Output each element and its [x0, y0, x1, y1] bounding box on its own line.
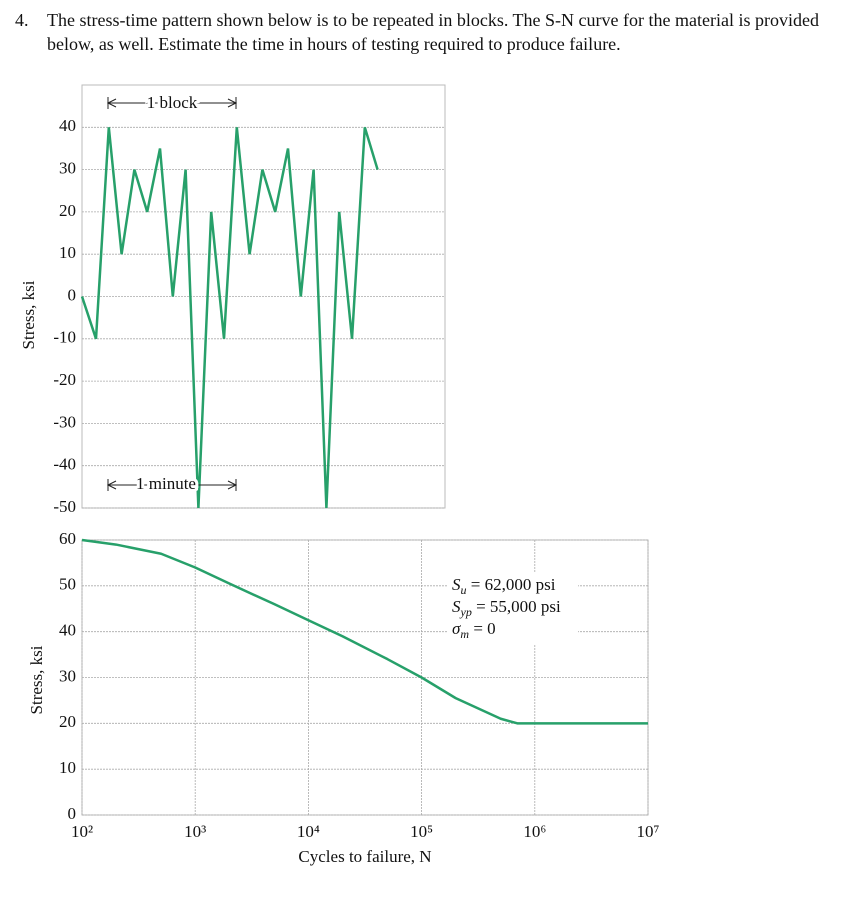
- y-tick-label: 0: [68, 285, 77, 304]
- annotation: σm = 0: [452, 619, 496, 641]
- y-axis-label: Stress, ksi: [27, 645, 46, 714]
- annotation: 1 minute: [136, 474, 196, 493]
- x-tick-label: 10⁵: [410, 822, 433, 841]
- y-tick-label: 10: [59, 243, 76, 262]
- arrow-head: [227, 479, 238, 491]
- y-tick-label: -40: [53, 455, 76, 474]
- annotation: 1 block: [147, 93, 198, 112]
- y-tick-label: 60: [59, 529, 76, 548]
- x-axis-label: Cycles to failure, N: [298, 847, 431, 866]
- y-tick-label: 20: [59, 712, 76, 731]
- annotation: Syp = 55,000 psi: [452, 597, 561, 619]
- x-tick-label: 10³: [184, 822, 206, 841]
- subscript: m: [460, 627, 469, 641]
- y-tick-label: -10: [53, 328, 76, 347]
- annotation-text: = 62,000 psi: [467, 575, 556, 594]
- symbol: S: [452, 575, 461, 594]
- y-tick-label: 20: [59, 201, 76, 220]
- y-tick-label: -30: [53, 412, 76, 431]
- x-tick-label: 10⁶: [523, 822, 546, 841]
- arrow-head: [106, 479, 117, 491]
- y-axis-label: Stress, ksi: [19, 280, 38, 349]
- symbol: σ: [452, 619, 461, 638]
- symbol: S: [452, 597, 461, 616]
- arrow-head: [106, 97, 117, 109]
- y-tick-label: 40: [59, 621, 76, 640]
- stress-line: [80, 126, 379, 509]
- annotation-text: = 0: [469, 619, 496, 638]
- y-tick-label: -50: [53, 497, 76, 516]
- label-bg: [448, 572, 578, 644]
- arrow-head: [227, 97, 238, 109]
- y-tick-label: 30: [59, 666, 76, 685]
- annotation-text: = 55,000 psi: [472, 597, 561, 616]
- y-tick-label: 10: [59, 758, 76, 777]
- y-tick-label: -20: [53, 370, 76, 389]
- y-tick-label: 0: [68, 804, 77, 823]
- subscript: u: [461, 583, 467, 597]
- x-tick-label: 10⁷: [637, 822, 660, 841]
- y-tick-label: 50: [59, 575, 76, 594]
- subscript: yp: [460, 605, 472, 619]
- annotation: Su = 62,000 psi: [452, 575, 556, 597]
- y-tick-label: 40: [59, 116, 76, 135]
- x-tick-label: 10⁴: [297, 822, 320, 841]
- y-tick-label: 30: [59, 159, 76, 178]
- problem-text: The stress-time pattern shown below is t…: [47, 10, 819, 54]
- x-tick-label: 10²: [71, 822, 93, 841]
- problem: 4. The stress-time pattern shown below i…: [15, 8, 830, 56]
- sn-curve: [81, 538, 648, 725]
- problem-number: 4.: [15, 10, 29, 30]
